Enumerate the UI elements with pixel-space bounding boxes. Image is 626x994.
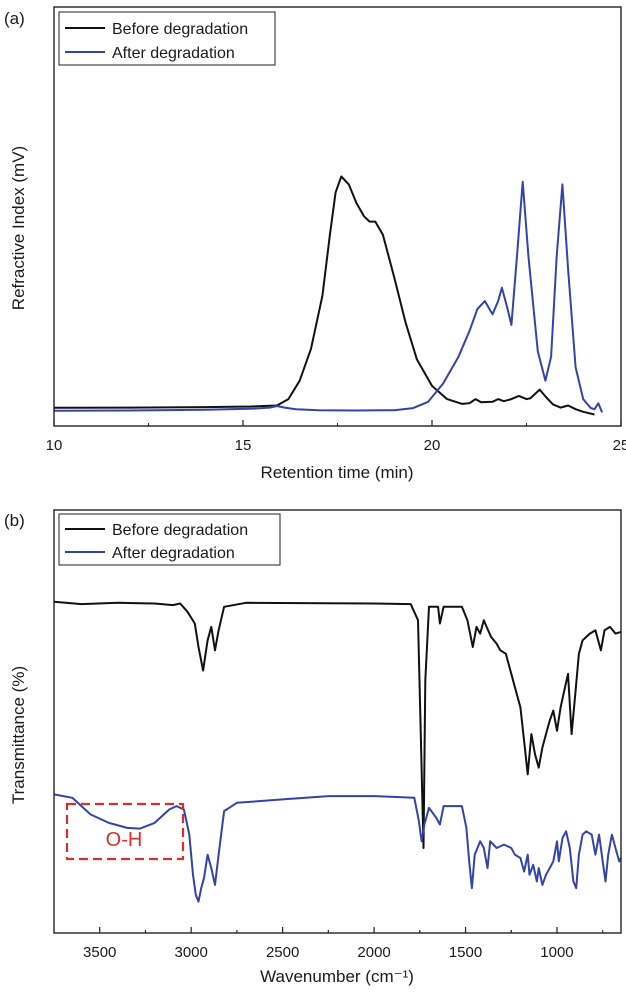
panel-a-x-tick-label: 15: [235, 437, 252, 454]
panel-a-x-tick-label: 25: [613, 437, 626, 454]
panel-a-x-tick-label: 20: [424, 437, 441, 454]
panel-b-x-axis-label-text: Wavenumber (cm⁻¹): [260, 967, 414, 986]
panel-a-legend-box: [58, 11, 276, 66]
panel-b-legend-box: [58, 513, 281, 566]
panel-a: (a) 10 15 20 25 Retention time (min) Refrac…: [4, 6, 626, 482]
panel-b-x-tick-label: 1000: [540, 944, 573, 961]
panel-a-traces: [53, 175, 604, 416]
panel-b: (b) 3500 3000 2500 2000 1500 1000 Wavenumber …: [4, 509, 622, 986]
panel-a-legend: Before degradation After degradation: [58, 11, 276, 66]
panel-b-series-before-line: [53, 600, 622, 849]
panel-a-plot-frame: [53, 6, 622, 427]
panel-a-y-axis-label: Refractive Index (mV): [9, 146, 28, 310]
panel-b-traces: [53, 600, 622, 903]
panel-a-series-before-line: [53, 175, 595, 416]
panel-a-x-ticks: 10 15 20 25: [46, 420, 626, 454]
panel-b-plot-frame: [53, 509, 622, 934]
panel-b-label: (b): [4, 511, 25, 530]
oh-annotation: O-H: [65, 802, 185, 861]
oh-annotation-box: [65, 802, 185, 861]
panel-b-legend: Before degradation After degradation: [58, 513, 281, 566]
panel-b-x-tick-label: 3500: [83, 944, 116, 961]
panel-b-legend-label-after: After degradation: [112, 545, 235, 562]
panel-a-series-after-line: [53, 180, 604, 413]
oh-annotation-label: O-H: [106, 829, 143, 851]
panel-b-x-tick-label: 1500: [449, 944, 482, 961]
panel-b-series-after-line: [53, 793, 622, 903]
panel-b-legend-label-before: Before degradation: [112, 522, 248, 539]
panel-a-x-tick-label: 10: [46, 437, 63, 454]
panel-b-x-ticks: 3500 3000 2500 2000 1500 1000: [83, 927, 604, 961]
panel-a-legend-label-before: Before degradation: [112, 21, 248, 38]
panel-a-label: (a): [4, 9, 25, 28]
panel-b-y-axis-label: Transmittance (%): [9, 666, 28, 804]
panel-b-x-tick-label: 2500: [266, 944, 299, 961]
panel-a-legend-label-after: After degradation: [112, 45, 235, 62]
panel-b-x-tick-label: 2000: [357, 944, 390, 961]
panel-a-x-axis-label: Retention time (min): [260, 463, 413, 482]
panel-b-x-axis-label: Wavenumber (cm⁻¹): [260, 967, 414, 986]
panel-b-x-tick-label: 3000: [174, 944, 207, 961]
